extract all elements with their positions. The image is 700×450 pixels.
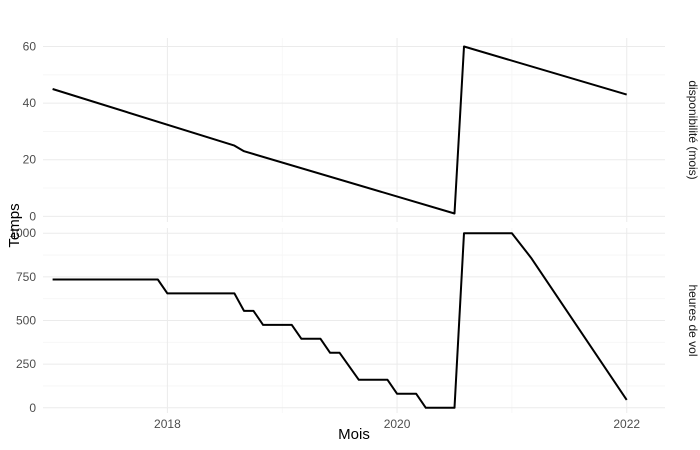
y-tick-label: 60	[23, 39, 37, 53]
facet-strip-label: disponibilité (mois)	[686, 80, 700, 179]
y-tick-label: 750	[16, 270, 36, 284]
y-tick-label: 0	[29, 209, 36, 223]
x-axis-title: Mois	[338, 426, 370, 443]
y-tick-label: 0	[29, 401, 36, 415]
series-line-1	[52, 45, 627, 215]
x-tick-label: 2022	[613, 417, 640, 431]
facet-panel-1: 0 20 40 60 disponibilité (mois)	[23, 38, 700, 223]
y-tick-label: 250	[16, 357, 36, 371]
series-line-2	[52, 232, 628, 409]
facet-panel-2: 0 250 500 750 1000 heures de vol	[9, 226, 700, 415]
y-tick-label: 40	[23, 96, 37, 110]
x-tick-label: 2020	[384, 417, 411, 431]
y-axis-title: Temps	[6, 203, 23, 247]
y-tick-label: 20	[23, 153, 37, 167]
facet-strip-label: heures de vol	[686, 284, 700, 356]
y-tick-label: 1000	[9, 226, 36, 240]
y-tick-label: 500	[16, 314, 36, 328]
x-tick-label: 2018	[154, 417, 181, 431]
